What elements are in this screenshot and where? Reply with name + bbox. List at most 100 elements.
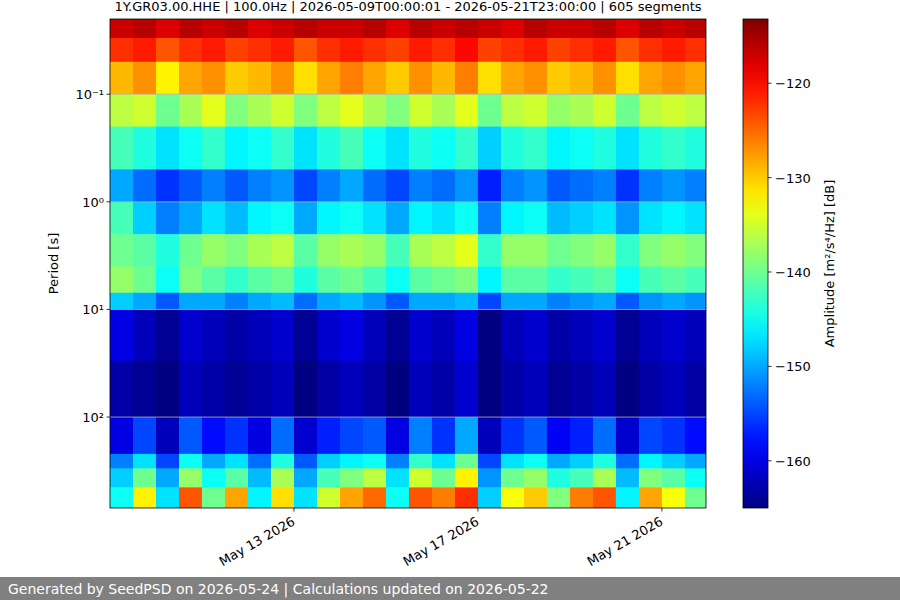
cell [432,62,455,95]
cell [133,169,156,202]
cell [501,293,524,310]
cell [156,417,179,454]
cell [478,361,501,418]
cell [156,468,179,487]
cell [639,468,662,487]
plot-frame [110,19,706,508]
cell [593,487,616,508]
cell [248,309,271,361]
cell [478,309,501,361]
cell [317,127,340,170]
cell [593,293,616,310]
colorbar-tick [768,83,772,84]
cell [455,267,478,294]
cell [501,267,524,294]
cell [179,62,202,95]
cell [409,127,432,170]
cell [110,169,133,202]
cell [110,309,133,361]
cell [386,62,409,95]
cell [524,94,547,127]
title: 1Y.GR03.00.HHE | 100.0Hz | 2026-05-09T00… [114,0,701,14]
chart: 10⁻¹10⁰10¹10²May 13 2026May 17 2026May 2… [0,0,900,600]
cell [294,234,317,267]
cell [202,94,225,127]
cell [248,468,271,487]
cell [662,202,685,235]
cell [662,487,685,508]
cell [593,202,616,235]
cell [340,487,363,508]
cell [593,417,616,454]
cell [340,417,363,454]
cell [616,94,639,127]
cell [271,468,294,487]
cell [110,62,133,95]
cell [225,62,248,95]
cell [501,62,524,95]
cell [248,94,271,127]
cell [478,19,501,38]
cell [685,454,706,469]
cell [271,62,294,95]
cell [363,267,386,294]
cell [386,468,409,487]
cell [639,454,662,469]
cell [662,62,685,95]
cell [570,267,593,294]
cell [317,94,340,127]
cell [409,454,432,469]
cell [524,267,547,294]
cell [501,361,524,418]
cell [685,417,706,454]
cell [455,417,478,454]
cell [294,361,317,418]
cell [156,169,179,202]
cell [662,19,685,38]
colorbar-tick [768,460,772,461]
cell [547,127,570,170]
cell [570,468,593,487]
cell [133,234,156,267]
cell [294,169,317,202]
cell [455,361,478,418]
cell [340,454,363,469]
cell [179,234,202,267]
cell [248,487,271,508]
cell [547,454,570,469]
cell [639,62,662,95]
cell [455,293,478,310]
cell [179,267,202,294]
cell [248,361,271,418]
cell [133,361,156,418]
x-tick-label: May 17 2026 [401,514,482,569]
cell [110,293,133,310]
cell [156,202,179,235]
cell [363,234,386,267]
cell [455,127,478,170]
cell [386,361,409,418]
cell [340,62,363,95]
cell [294,417,317,454]
cell [593,361,616,418]
cell [340,361,363,418]
cell [524,234,547,267]
x-tick [293,508,294,512]
cell [294,38,317,62]
cell [110,487,133,508]
y-tick [107,417,111,418]
cell [317,267,340,294]
cell [570,127,593,170]
cell [133,62,156,95]
cell [616,19,639,38]
cell [271,487,294,508]
cell [409,234,432,267]
cell [225,127,248,170]
cell [616,202,639,235]
cell [593,62,616,95]
cell [202,417,225,454]
cell [662,94,685,127]
cell [363,62,386,95]
cell [294,487,317,508]
cell [547,468,570,487]
